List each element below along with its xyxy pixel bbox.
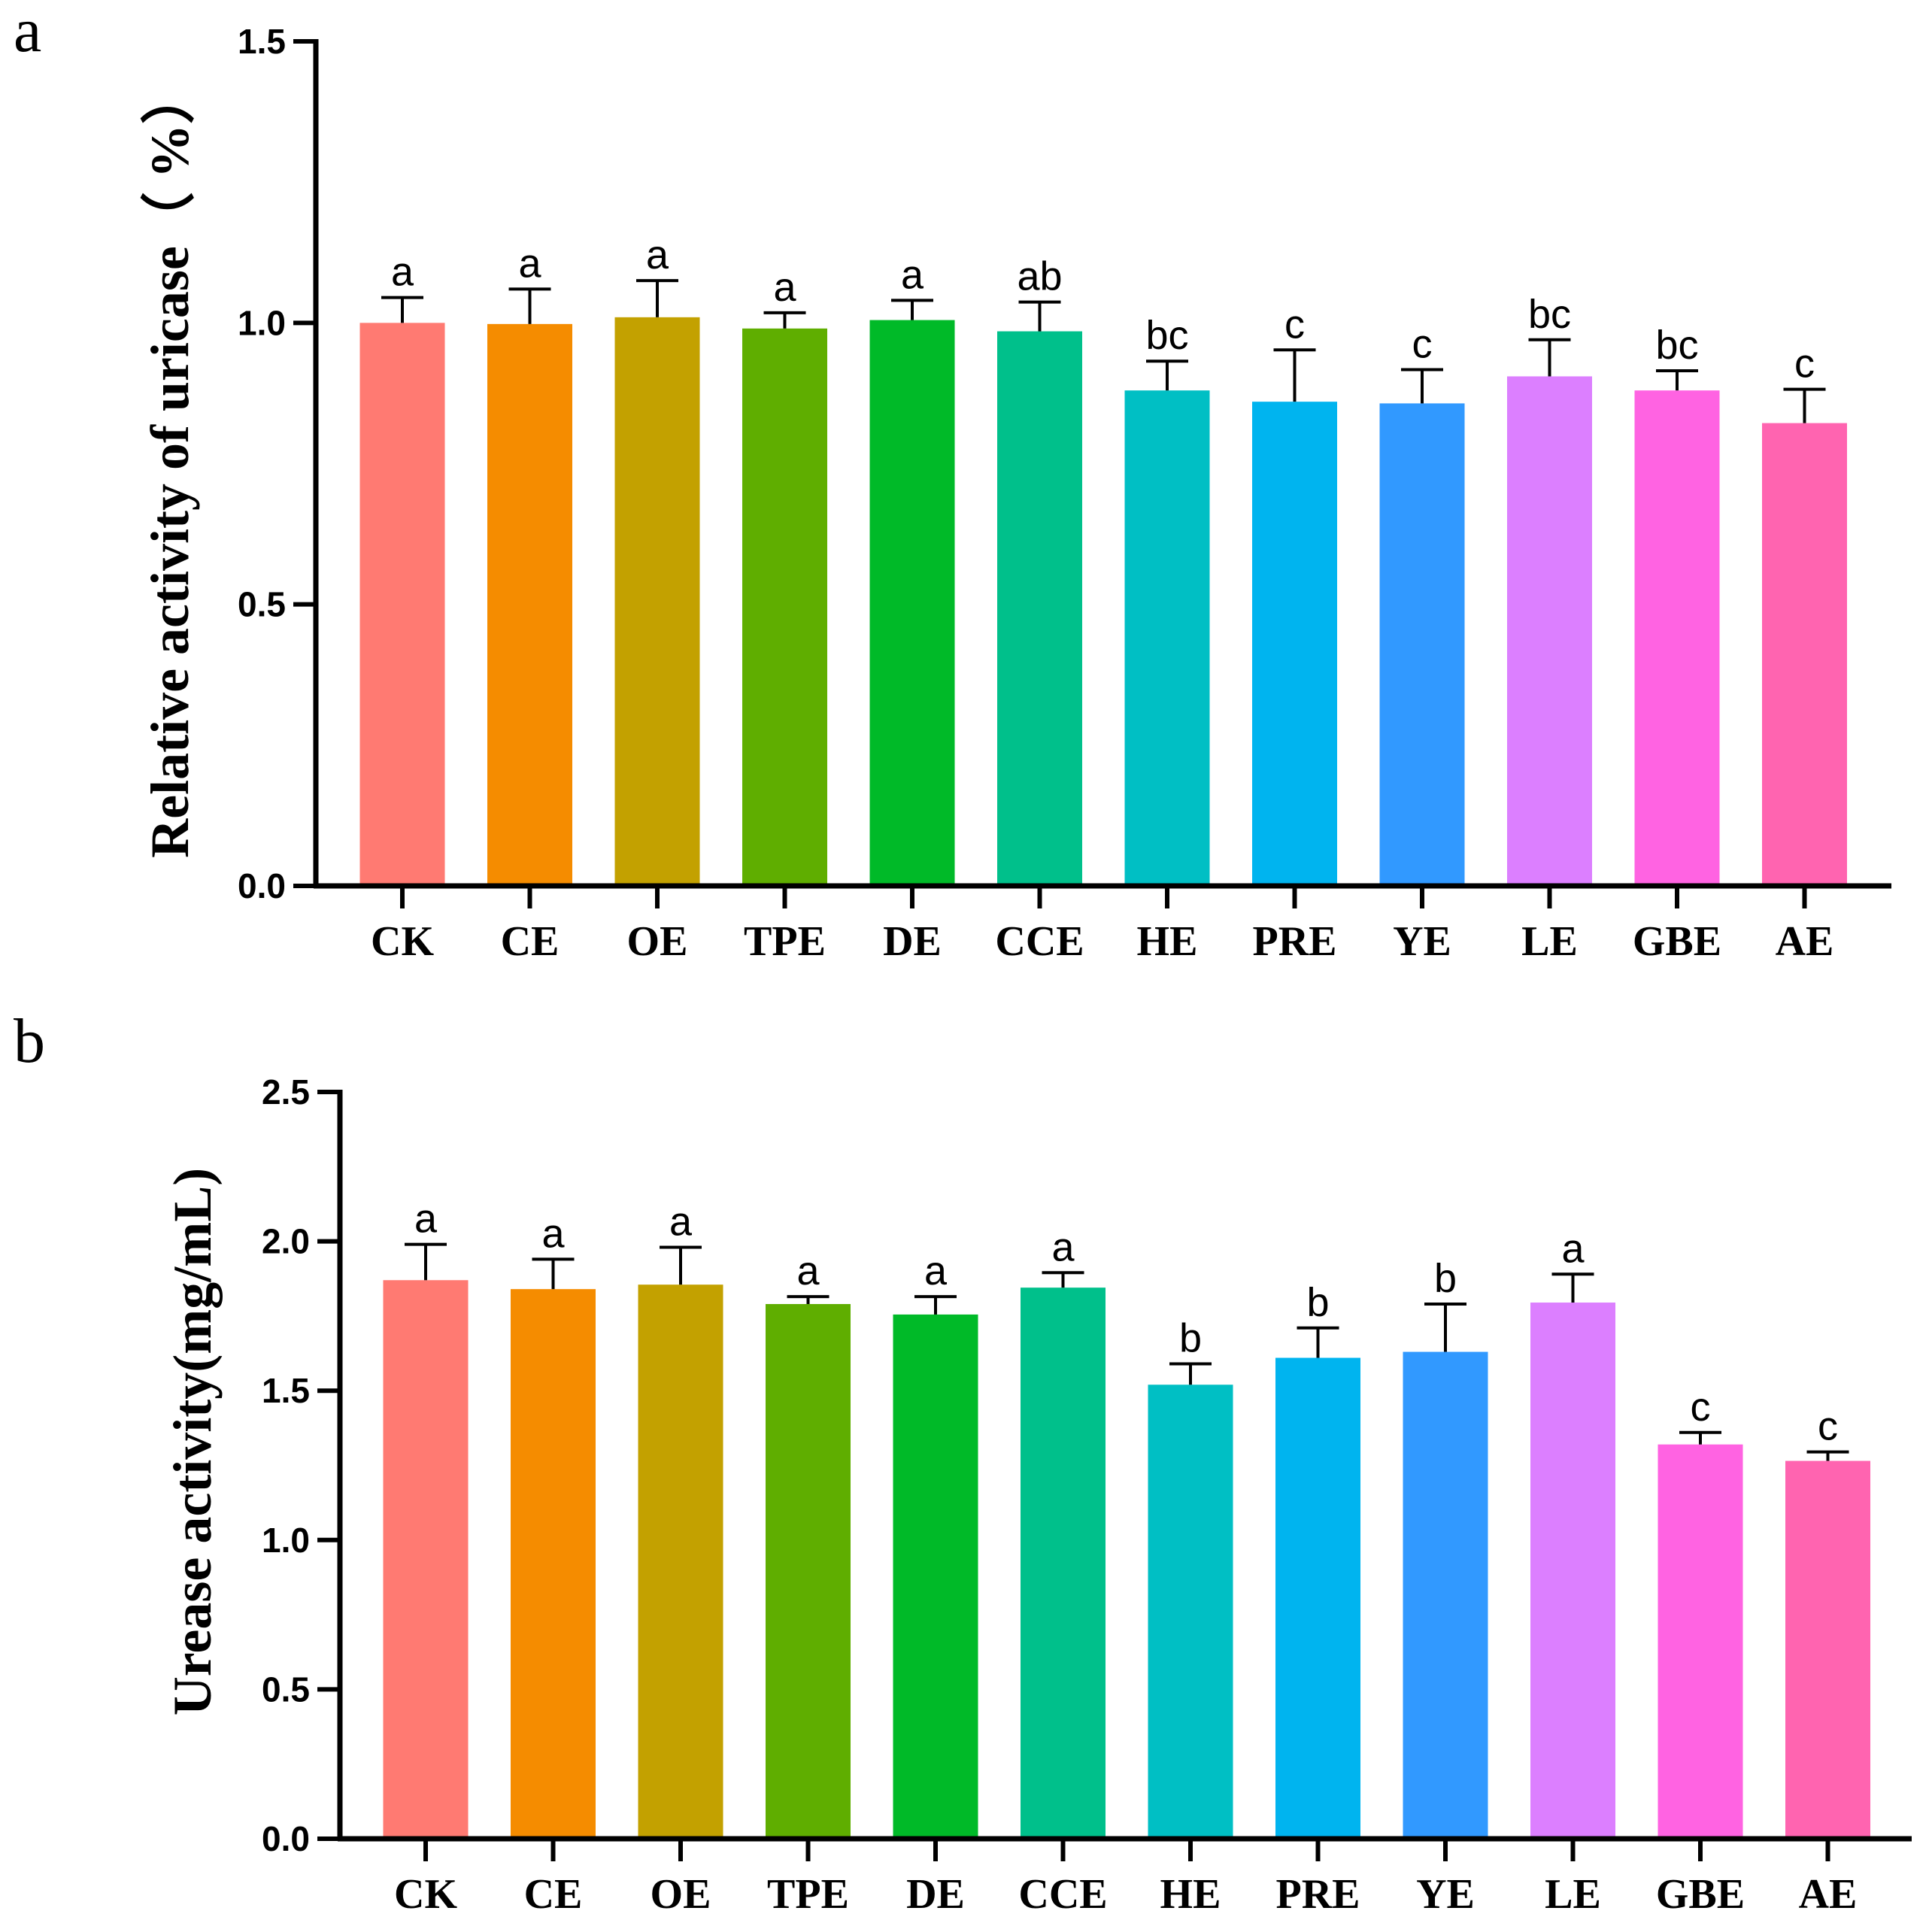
bar-a-YE xyxy=(1379,403,1465,886)
x-tick-label-a-TPE: TPE xyxy=(744,918,826,965)
x-tick-label-b-AE: AE xyxy=(1799,1871,1858,1918)
sig-label-a-GBE: bc xyxy=(1655,323,1698,368)
panel-a-chart: a CK a CE a OE a TPE a DE ab CCE bc HE c PRE c YE bc LE bc GB… xyxy=(238,22,1891,965)
sig-label-a-CK: a xyxy=(391,250,414,295)
sig-label-a-YE: c xyxy=(1412,321,1433,366)
y-tick-label-a-0: 0.0 xyxy=(238,866,286,905)
sig-label-b-CK: a xyxy=(414,1197,438,1242)
x-tick-label-a-CK: CK xyxy=(371,918,434,965)
y-tick-label-a-2: 1.0 xyxy=(238,303,286,342)
x-tick-label-b-LE: LE xyxy=(1545,1871,1601,1918)
bar-b-AE xyxy=(1785,1460,1870,1839)
y-axis-label-a: Relative activity of uricase（ %） xyxy=(140,70,200,858)
y-tick-label-b-1: 0.5 xyxy=(262,1670,310,1709)
y-tick-label-a-3: 1.5 xyxy=(238,22,286,61)
bar-a-DE xyxy=(869,320,955,887)
x-tick-label-a-CCE: CCE xyxy=(995,918,1084,965)
x-tick-label-b-OE: OE xyxy=(651,1871,711,1918)
sig-label-a-PRE: c xyxy=(1284,302,1305,347)
bar-a-AE xyxy=(1762,423,1847,886)
x-tick-label-a-GBE: GBE xyxy=(1633,918,1721,965)
x-tick-label-a-DE: DE xyxy=(883,918,942,965)
x-tick-label-b-PRE: PRE xyxy=(1276,1871,1360,1918)
sig-label-b-TPE: a xyxy=(796,1248,820,1294)
y-tick-label-b-5: 2.5 xyxy=(262,1072,310,1112)
sig-label-b-PRE: b xyxy=(1306,1280,1329,1325)
x-tick-label-a-AE: AE xyxy=(1776,918,1834,965)
sig-label-a-LE: bc xyxy=(1528,292,1571,337)
panel-letter-b: b xyxy=(14,1006,45,1076)
x-tick-label-a-CE: CE xyxy=(501,918,560,965)
x-tick-label-a-OE: OE xyxy=(627,918,688,965)
sig-label-a-OE: a xyxy=(646,232,669,278)
bar-b-TPE xyxy=(766,1304,851,1839)
y-tick-label-b-3: 1.5 xyxy=(262,1371,310,1410)
sig-label-a-AE: c xyxy=(1794,341,1815,387)
sig-label-b-OE: a xyxy=(669,1200,693,1245)
sig-label-b-CE: a xyxy=(541,1211,565,1256)
sig-label-a-TPE: a xyxy=(773,265,796,310)
sig-label-b-GBE: c xyxy=(1691,1385,1711,1430)
bar-a-CE xyxy=(487,323,572,886)
bar-a-CK xyxy=(359,323,445,886)
bar-b-DE xyxy=(893,1314,978,1839)
x-tick-label-b-HE: HE xyxy=(1160,1871,1221,1918)
sig-label-b-LE: a xyxy=(1561,1226,1585,1271)
x-tick-label-a-LE: LE xyxy=(1521,918,1578,965)
bar-b-HE xyxy=(1148,1385,1233,1839)
x-tick-label-b-GBE: GBE xyxy=(1656,1871,1745,1918)
sig-label-a-CE: a xyxy=(518,241,541,286)
y-tick-label-a-1: 0.5 xyxy=(238,585,286,624)
sig-label-b-AE: c xyxy=(1818,1404,1838,1449)
bar-a-CCE xyxy=(997,331,1082,886)
y-axis-label-b: Urease activity(mg/mL) xyxy=(162,1168,223,1715)
bar-a-HE xyxy=(1124,390,1210,886)
bar-a-OE xyxy=(614,317,700,886)
sig-label-b-CCE: a xyxy=(1051,1224,1075,1269)
bar-b-LE xyxy=(1530,1303,1615,1839)
bar-b-CCE xyxy=(1021,1287,1106,1839)
bar-a-TPE xyxy=(742,328,827,886)
sig-label-b-HE: b xyxy=(1179,1315,1202,1360)
sig-label-a-CCE: ab xyxy=(1017,254,1062,299)
x-tick-label-b-DE: DE xyxy=(906,1871,965,1918)
x-tick-label-a-HE: HE xyxy=(1137,918,1198,965)
y-tick-label-b-2: 1.0 xyxy=(262,1521,310,1560)
x-tick-label-b-TPE: TPE xyxy=(767,1871,849,1918)
bar-b-CE xyxy=(511,1289,596,1839)
bar-a-LE xyxy=(1507,376,1592,886)
sig-label-b-DE: a xyxy=(924,1248,948,1294)
bar-a-PRE xyxy=(1252,402,1337,886)
sig-label-b-YE: b xyxy=(1434,1256,1457,1301)
sig-label-a-DE: a xyxy=(901,252,924,297)
y-tick-label-b-4: 2.0 xyxy=(262,1222,310,1261)
bar-b-GBE xyxy=(1658,1444,1743,1839)
x-tick-label-b-YE: YE xyxy=(1416,1871,1475,1918)
sig-label-a-HE: bc xyxy=(1145,313,1188,358)
bar-b-YE xyxy=(1403,1351,1488,1839)
bar-a-GBE xyxy=(1634,390,1720,886)
panel-b-chart: a CK a CE a OE a TPE a DE a CCE b HE b PRE b YE a LE c GBE c AE… xyxy=(262,1072,1912,1918)
x-tick-label-b-CK: CK xyxy=(394,1871,457,1918)
x-tick-label-b-CCE: CCE xyxy=(1018,1871,1107,1918)
x-tick-label-a-YE: YE xyxy=(1393,918,1451,965)
x-tick-label-a-PRE: PRE xyxy=(1253,918,1337,965)
bar-b-OE xyxy=(638,1284,723,1839)
bar-b-PRE xyxy=(1275,1357,1360,1839)
x-tick-label-b-CE: CE xyxy=(524,1871,583,1918)
bar-b-CK xyxy=(383,1280,469,1839)
y-tick-label-b-0: 0.0 xyxy=(262,1819,310,1858)
panel-letter-a: a xyxy=(14,0,41,65)
